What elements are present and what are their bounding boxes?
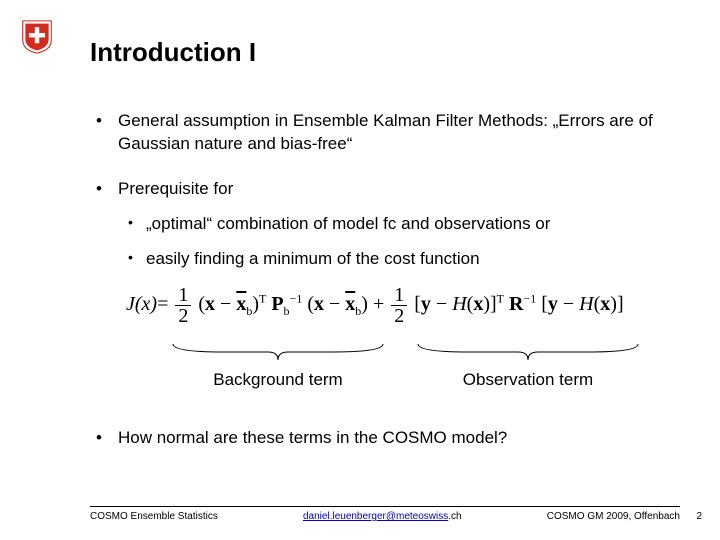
page-title: Introduction I (90, 37, 256, 68)
footer-center: daniel.leuenberger@meteoswiss.ch (303, 511, 462, 522)
bullet-question: How normal are these terms in the COSMO … (90, 427, 680, 450)
footer-left: COSMO Ensemble Statistics (90, 511, 218, 522)
bullet-list-2: „optimal“ combination of model fc and ob… (118, 213, 680, 271)
bullet-assumption: General assumption in Ensemble Kalman Fi… (90, 110, 680, 156)
bullet-prerequisite: Prerequisite for „optimal“ combination o… (90, 178, 680, 405)
brace-observation-icon (413, 341, 643, 365)
footer-right: COSMO GM 2009, Offenbach (547, 511, 680, 522)
subbullet-minimum: easily finding a minimum of the cost fun… (118, 248, 680, 271)
bullet-text: How normal are these terms in the COSMO … (118, 428, 507, 447)
bullet-text: Prerequisite for (118, 179, 233, 198)
subbullet-optimal: „optimal“ combination of model fc and ob… (118, 213, 680, 236)
swiss-shield-logo (20, 20, 54, 54)
content-area: General assumption in Ensemble Kalman Fi… (90, 110, 680, 472)
footer-email-link[interactable]: daniel.leuenberger@meteoswiss (303, 511, 448, 522)
bullet-text: easily finding a minimum of the cost fun… (146, 249, 480, 268)
shield-icon (20, 20, 54, 54)
background-term-label: Background term (188, 369, 368, 392)
observation-term-label: Observation term (438, 369, 618, 392)
page-number: 2 (696, 511, 702, 522)
footer-bar: COSMO Ensemble Statistics daniel.leuenbe… (90, 506, 680, 522)
equation-text: J(x)= 12 (x − xb)T Pb−1 (x − xb) + 12 [y… (126, 293, 624, 315)
brace-labels: Background term Observation term (118, 341, 680, 405)
bullet-text: „optimal“ combination of model fc and ob… (146, 214, 550, 233)
cost-function-equation: J(x)= 12 (x − xb)T Pb−1 (x − xb) + 12 [y… (126, 285, 680, 345)
bullet-list-1: General assumption in Ensemble Kalman Fi… (90, 110, 680, 450)
footer-email-tld: .ch (448, 511, 461, 522)
brace-background-icon (168, 341, 388, 365)
bullet-text: General assumption in Ensemble Kalman Fi… (118, 111, 653, 153)
